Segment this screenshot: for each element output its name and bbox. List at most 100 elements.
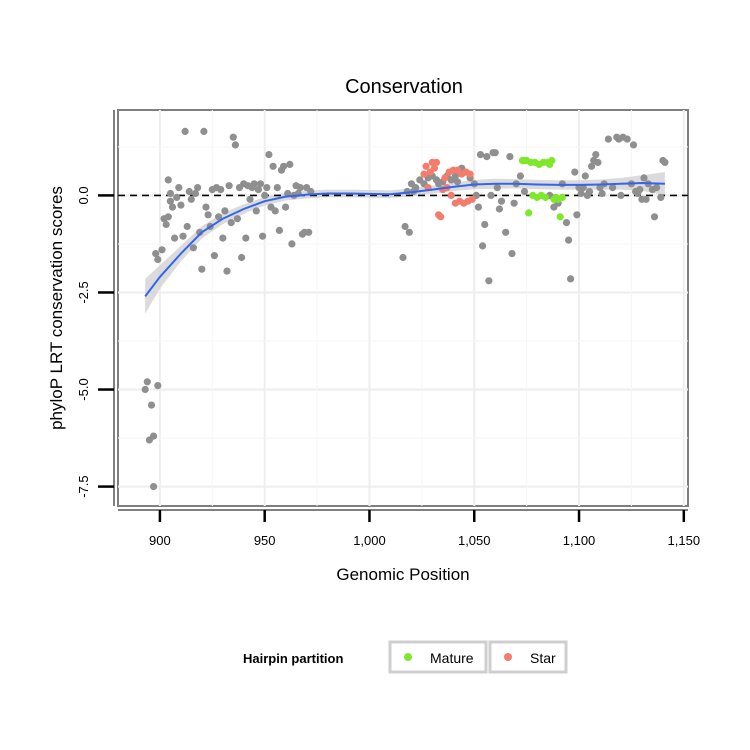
legend-key-box-star [488,640,568,674]
y-tick-label: -2.5 [76,281,91,303]
data-point-other [510,199,518,207]
data-point-other [261,191,269,199]
data-point-other [495,205,503,213]
x-tick-label: 1,150 [668,533,701,548]
data-point-other [265,151,273,159]
data-point-other [588,162,596,170]
data-point-other [273,184,281,192]
data-point-other [175,184,183,192]
data-point-other [598,189,606,198]
data-point-other [194,184,202,192]
data-point-other [227,219,235,227]
data-point-other [640,174,648,182]
data-point-other [485,277,493,285]
data-point-other [565,236,573,244]
legend-title: Hairpin partition [243,651,343,666]
data-point-other [143,378,151,386]
data-point-other [166,197,174,205]
data-point-other [202,203,210,211]
data-point-other [577,189,585,198]
data-point-mature [548,156,556,165]
data-point-other [221,207,229,215]
data-point-star [468,195,476,203]
data-point-other [215,213,223,221]
legend-label-mature: Mature [430,650,474,666]
data-point-star [441,174,449,182]
data-point-other [181,127,189,135]
data-point-other [604,135,613,143]
data-point-other [173,193,181,201]
data-point-other [154,255,162,264]
data-point-other [657,193,665,201]
data-point-other [183,222,191,231]
y-axis-label: phyloP LRT conservation scores [47,186,66,430]
data-point-other [231,141,239,149]
data-point-star [466,170,474,178]
data-point-other [219,234,227,242]
data-point-mature [556,213,564,221]
plot-panel [117,109,689,507]
scatter-points [141,127,669,491]
legend: Hairpin partition Mature Star [243,640,568,674]
data-point-other [187,195,195,203]
data-point-other [479,242,487,250]
data-point-other [164,176,172,184]
data-point-other [225,182,233,190]
y-tick-label: 0.0 [76,186,91,204]
data-point-other [650,213,659,221]
data-point-mature [541,193,550,201]
data-point-other [275,226,283,234]
data-point-other [242,234,250,242]
data-point-other [158,246,166,254]
data-point-other [282,203,290,211]
data-point-other [263,184,271,192]
data-point-other [288,240,296,248]
data-point-other [198,265,206,273]
x-axis-label: Genomic Position [336,565,469,584]
data-point-other [254,186,262,194]
data-point-other [476,151,485,159]
data-point-other [592,151,600,159]
data-point-other [516,172,525,180]
data-point-other [177,201,185,209]
data-point-other [147,401,156,409]
data-point-other [412,184,420,192]
data-point-other [296,184,304,192]
data-point-other [594,158,602,166]
data-point-other [196,228,204,236]
data-point-other [636,186,644,194]
x-tick-label: 1,100 [563,533,596,548]
data-point-other [286,160,294,168]
data-point-other [246,195,254,203]
data-point-other [483,153,491,161]
legend-label-star: Star [530,650,556,666]
data-point-other [305,228,313,236]
data-point-other [200,127,208,135]
data-point-mature [558,193,566,201]
data-point-other [506,153,514,161]
legend-swatch-mature [404,653,412,661]
data-point-other [229,133,237,141]
data-point-other [269,162,277,170]
data-point-other [609,184,617,192]
data-point-other [497,197,506,205]
data-point-other [238,253,246,262]
data-point-other [567,275,575,283]
data-point-other [558,180,566,188]
data-point-other [162,220,170,229]
smooth-curve-line [144,181,665,298]
data-point-other [581,172,589,180]
data-point-mature [525,209,533,217]
data-point-other [451,172,459,180]
data-point-other [164,213,172,221]
data-point-other [493,184,501,192]
data-point-star [420,170,428,178]
data-point-other [562,219,571,227]
data-point-other [204,211,212,219]
data-point-star [422,162,430,170]
grid-lines [118,110,688,506]
chart-title: Conservation [345,76,463,98]
data-point-other [250,180,258,188]
y-axis: -7.5 -5.0 -2.5 0.0 [76,110,115,506]
